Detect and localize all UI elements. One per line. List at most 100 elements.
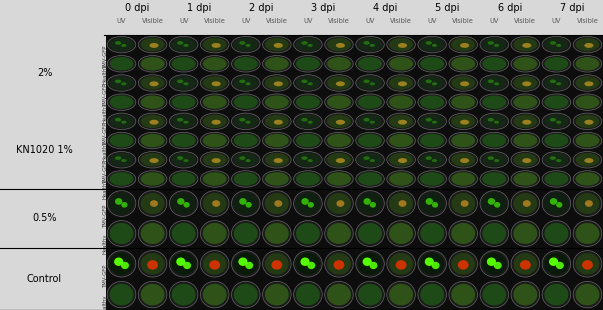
Ellipse shape [482,38,507,51]
Ellipse shape [239,156,245,160]
Ellipse shape [356,75,384,91]
Ellipse shape [542,171,570,187]
Ellipse shape [203,193,227,214]
Text: TMV-GFP: TMV-GFP [103,45,107,68]
Text: UV: UV [428,18,437,24]
Ellipse shape [449,132,478,149]
Ellipse shape [238,258,247,266]
Ellipse shape [488,41,494,45]
Ellipse shape [138,75,167,91]
Ellipse shape [426,79,432,83]
Ellipse shape [432,121,437,124]
Ellipse shape [234,95,258,109]
Ellipse shape [296,38,320,51]
Ellipse shape [480,94,508,110]
Ellipse shape [245,82,251,85]
Ellipse shape [245,202,252,208]
Ellipse shape [324,36,353,53]
Ellipse shape [107,281,136,308]
Ellipse shape [389,172,413,186]
Ellipse shape [234,38,258,51]
Ellipse shape [110,95,133,109]
Ellipse shape [274,158,283,163]
Ellipse shape [296,134,320,147]
Ellipse shape [203,95,227,109]
Ellipse shape [294,55,322,72]
Ellipse shape [274,43,283,48]
Text: 3 dpi: 3 dpi [311,3,336,13]
Ellipse shape [138,94,167,110]
Ellipse shape [110,134,133,147]
Ellipse shape [172,115,195,128]
Ellipse shape [358,284,382,305]
Ellipse shape [426,118,432,122]
Ellipse shape [364,79,370,83]
Ellipse shape [232,36,260,53]
Ellipse shape [177,156,183,160]
Ellipse shape [522,158,531,163]
Ellipse shape [232,281,260,308]
Ellipse shape [296,76,320,90]
Ellipse shape [556,262,564,269]
Ellipse shape [389,193,413,214]
Ellipse shape [107,113,136,130]
Ellipse shape [327,38,351,51]
Ellipse shape [115,156,121,160]
Ellipse shape [556,44,561,47]
Ellipse shape [432,202,438,208]
Ellipse shape [420,153,444,166]
Ellipse shape [549,258,558,266]
Ellipse shape [523,200,531,207]
Ellipse shape [449,55,478,72]
Ellipse shape [169,113,198,130]
Ellipse shape [302,41,308,45]
Text: Visible: Visible [328,18,350,24]
Ellipse shape [262,113,291,130]
Ellipse shape [458,260,469,270]
Ellipse shape [420,134,444,147]
Ellipse shape [265,284,289,305]
Ellipse shape [364,198,371,205]
Ellipse shape [265,76,289,90]
Ellipse shape [333,260,344,270]
Ellipse shape [420,223,444,244]
Ellipse shape [200,55,229,72]
Ellipse shape [177,118,183,122]
Ellipse shape [482,95,507,109]
Ellipse shape [582,260,593,270]
Ellipse shape [449,250,478,277]
Ellipse shape [327,193,351,214]
Ellipse shape [232,94,260,110]
Text: KN1020 1%: KN1020 1% [16,145,73,155]
Text: 5 dpi: 5 dpi [435,3,460,13]
Ellipse shape [110,193,133,214]
Ellipse shape [138,132,167,149]
Ellipse shape [107,36,136,53]
Ellipse shape [420,76,444,90]
Ellipse shape [172,284,195,305]
Ellipse shape [542,152,570,168]
Ellipse shape [177,41,183,45]
Ellipse shape [482,253,507,275]
Ellipse shape [183,262,191,269]
Ellipse shape [542,36,570,53]
Ellipse shape [234,57,258,71]
Text: 0.5%: 0.5% [33,214,57,224]
Ellipse shape [451,115,475,128]
Ellipse shape [389,223,413,244]
Ellipse shape [294,75,322,91]
Ellipse shape [520,260,531,270]
Ellipse shape [140,134,165,147]
Ellipse shape [573,113,602,130]
Ellipse shape [575,223,599,244]
Ellipse shape [296,57,320,71]
Ellipse shape [245,159,251,162]
Text: UV: UV [552,18,561,24]
Ellipse shape [169,132,198,149]
Ellipse shape [418,250,446,277]
Ellipse shape [573,94,602,110]
Ellipse shape [432,262,440,269]
Ellipse shape [449,152,478,168]
Ellipse shape [121,82,127,85]
Ellipse shape [511,94,540,110]
